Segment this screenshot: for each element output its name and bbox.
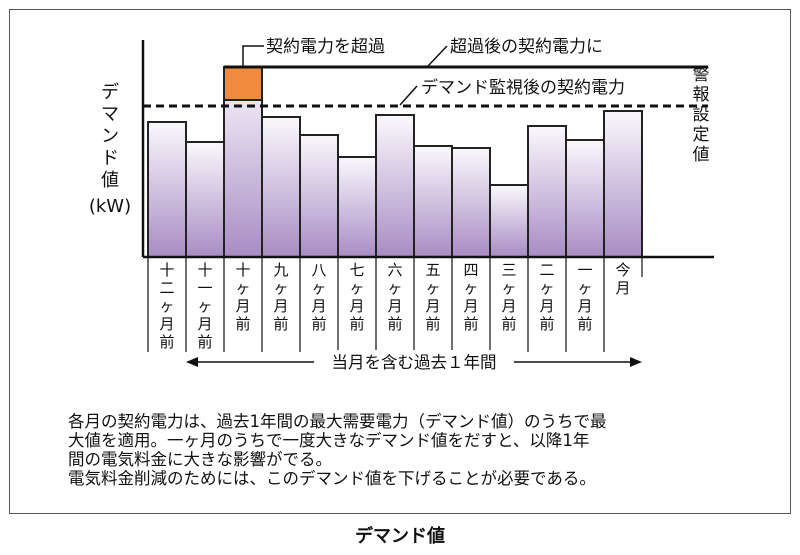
bar-4 [261,116,301,258]
category-label: 今月 [615,261,630,297]
category-label: 七ヶ月前 [349,261,364,333]
bar-12 [565,139,605,258]
period-arrow-left [186,357,198,367]
category-label: 四ヶ月前 [463,261,478,333]
category-label: 十二ヶ月前 [159,261,174,351]
after-monitor-annotation: デマンド監視後の契約電力 [421,77,625,98]
bar-11 [527,125,567,258]
exceed-annotation: 契約電力を超過 [266,37,385,57]
y-axis-label: デマンド値(kW) [89,82,131,217]
bar-9 [451,147,491,258]
category-label: 九ヶ月前 [273,261,288,333]
after-exceed-leader [427,45,448,67]
category-label: 八ヶ月前 [311,261,326,333]
category-label: 二ヶ月前 [539,261,554,333]
explanation-line-1: 各月の契約電力は、過去1年間の最大需要電力（デマンド値）のうちで最 [68,412,607,431]
bar-7 [375,114,415,258]
category-label: 十ヶ月前 [235,261,250,333]
bar-8 [413,145,453,258]
bar-1 [147,121,187,258]
category-label: 十一ヶ月前 [197,261,212,351]
alarm-setting-label: 警報設定値 [693,65,710,165]
period-label-bg [314,350,514,374]
category-label: 三ヶ月前 [501,261,516,333]
period-label: 当月を含む過去１年間 [332,353,497,372]
exceed-segment [223,66,263,101]
bar-6 [337,156,377,258]
figure-caption: デマンド値 [355,526,445,547]
exceed-leader [242,45,264,67]
category-label: 一ヶ月前 [577,261,592,333]
after-exceed-annotation: 超過後の契約電力に [450,37,603,57]
explanation-text: 各月の契約電力は、過去1年間の最大需要電力（デマンド値）のうちで最 大値を適用。… [68,412,768,488]
category-label: 六ヶ月前 [387,261,402,333]
after-monitor-leader [399,85,418,106]
category-label: 五ヶ月前 [425,261,440,333]
period-arrow-right [630,357,642,367]
explanation-line-2: 大値を適用。一ヶ月のうちで一度大きなデマンド値をだすと、以降1年 [68,431,590,450]
demand-chart: 十二ヶ月前 十一ヶ月前 十ヶ月前 九ヶ月前 八ヶ月前 七ヶ月前 六ヶ月前 五ヶ月前 四ヶ月前 三ヶ… [89,37,714,374]
explanation-line-4: 電気料金削減のためには、このデマンド値を下げることが必要である。 [68,469,596,488]
bar-2 [185,141,225,258]
figure-frame: 十二ヶ月前 十一ヶ月前 十ヶ月前 九ヶ月前 八ヶ月前 七ヶ月前 六ヶ月前 五ヶ月前 四ヶ月前 三ヶ… [9,9,791,514]
bar-13 [603,110,643,258]
explanation-line-3: 間の電気料金に大きな影響がでる。 [68,450,332,469]
bar-10 [489,184,529,258]
bar-5 [299,134,339,258]
